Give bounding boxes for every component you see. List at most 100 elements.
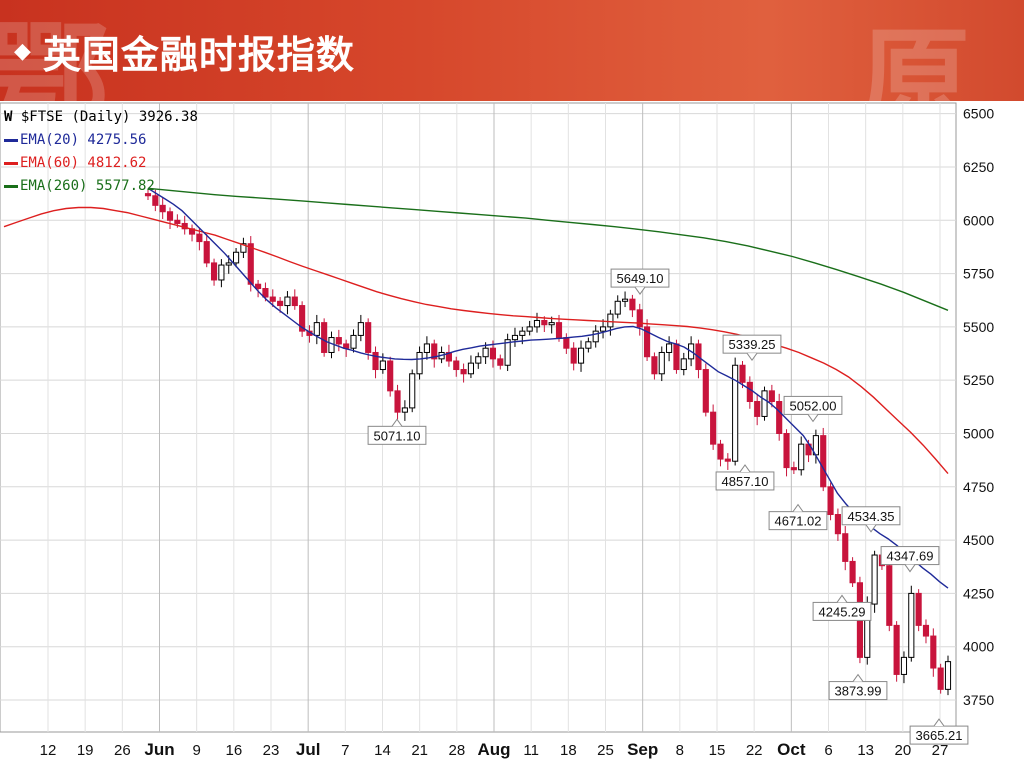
x-tick-label: 26 xyxy=(114,742,131,759)
candle-body xyxy=(871,554,878,605)
candle-body xyxy=(277,300,284,307)
callout-pointer xyxy=(391,418,403,427)
candle-body xyxy=(166,211,174,221)
candle-body xyxy=(269,296,276,302)
x-tick-label: 11 xyxy=(523,742,539,759)
candle-body xyxy=(247,243,254,285)
candle-body xyxy=(798,443,805,471)
y-tick-label: 3750 xyxy=(963,692,994,708)
candle-body xyxy=(196,233,203,243)
candle-body xyxy=(262,288,269,298)
candle-body xyxy=(673,343,680,371)
y-tick-label: 4000 xyxy=(963,639,994,655)
candle-body xyxy=(174,219,181,224)
price-callout: 5071.10 xyxy=(367,418,427,445)
x-tick-label: 20 xyxy=(894,742,911,759)
candle-body xyxy=(321,322,328,353)
candle-body xyxy=(732,364,739,462)
x-tick-label: 15 xyxy=(709,742,726,759)
slide-title: 英国金融时报指数 xyxy=(42,33,355,77)
candle-body xyxy=(644,326,651,358)
candle-body xyxy=(299,305,306,332)
candle-body xyxy=(842,533,849,562)
candle-body xyxy=(343,343,350,349)
candle-body xyxy=(717,443,724,460)
candle-body xyxy=(144,193,152,197)
callout-pointer xyxy=(634,286,646,295)
candle-body xyxy=(548,322,555,326)
callout-label: 5071.10 xyxy=(374,428,421,443)
price-callout: 5649.10 xyxy=(610,268,670,295)
candle-body xyxy=(511,334,519,341)
callout-pointer xyxy=(852,673,864,682)
x-tick-label: 6 xyxy=(824,742,832,759)
callout-label: 5649.10 xyxy=(617,271,664,286)
x-tick-label: 21 xyxy=(411,742,428,759)
candle-body xyxy=(607,313,614,328)
candle-body xyxy=(365,322,372,353)
candle-body xyxy=(291,296,298,307)
candle-body xyxy=(416,351,423,375)
callout-pointer xyxy=(792,503,804,512)
title-row: ◆ 英国金融时报指数 xyxy=(14,24,355,79)
x-tick-label: 23 xyxy=(263,742,280,759)
callout-label: 3665.21 xyxy=(916,728,963,743)
candle-body xyxy=(893,624,900,675)
candle-body xyxy=(651,356,658,375)
logo-icon: W xyxy=(4,109,13,125)
candle-body xyxy=(629,298,636,311)
candle-body xyxy=(820,435,827,488)
callout-pointer xyxy=(739,464,751,473)
candle-body xyxy=(599,326,607,332)
candle-body xyxy=(621,298,629,302)
candle-body xyxy=(313,322,320,336)
candle-body xyxy=(460,369,467,375)
candle-body xyxy=(504,339,511,366)
x-tick-label: 19 xyxy=(77,742,94,759)
y-tick-label: 4750 xyxy=(963,479,994,495)
candle-body xyxy=(555,322,563,339)
candle-body xyxy=(944,661,952,690)
x-tick-label: 25 xyxy=(597,742,614,759)
candle-body xyxy=(900,656,908,675)
callout-label: 5052.00 xyxy=(790,398,837,413)
candle-body xyxy=(592,330,599,343)
legend-ema60: EMA(60) 4812.62 xyxy=(4,152,198,175)
callout-pointer xyxy=(807,414,819,423)
candle-body xyxy=(431,343,438,360)
candle-body xyxy=(849,560,856,584)
callout-label: 4347.69 xyxy=(887,549,934,564)
chart-legend: W $FTSE (Daily) 3926.38 EMA(20) 4275.56 … xyxy=(4,106,198,198)
candle-body xyxy=(746,381,753,403)
candle-body xyxy=(519,330,526,336)
y-tick-label: 6000 xyxy=(963,212,994,228)
candle-body xyxy=(754,401,761,417)
candle-body xyxy=(159,204,166,213)
x-tick-label: Aug xyxy=(477,740,510,759)
candle-body xyxy=(489,347,497,360)
candle-body xyxy=(467,362,475,375)
candle-body xyxy=(350,334,357,349)
candle-body xyxy=(563,337,570,349)
candle-body xyxy=(541,319,548,326)
candle-body xyxy=(497,358,504,366)
x-tick-label: 18 xyxy=(560,742,577,759)
ema20-line xyxy=(147,187,949,589)
candle-body xyxy=(585,341,592,349)
callout-label: 4671.02 xyxy=(775,514,822,529)
candle-body xyxy=(702,369,709,413)
x-tick-label: 16 xyxy=(225,742,242,759)
candle-body xyxy=(739,364,746,383)
candle-body xyxy=(218,264,225,281)
candle-body xyxy=(335,337,342,345)
diamond-bullet-icon: ◆ xyxy=(14,39,31,64)
candle-body xyxy=(526,326,533,332)
candle-body xyxy=(152,195,159,206)
candle-body xyxy=(357,322,364,336)
y-tick-label: 5750 xyxy=(963,266,994,282)
banner-decoration-right: 原 xyxy=(860,15,970,101)
candle-body xyxy=(387,360,394,392)
y-tick-label: 5000 xyxy=(963,425,994,441)
candle-body xyxy=(658,351,665,375)
candle-body xyxy=(445,351,452,362)
